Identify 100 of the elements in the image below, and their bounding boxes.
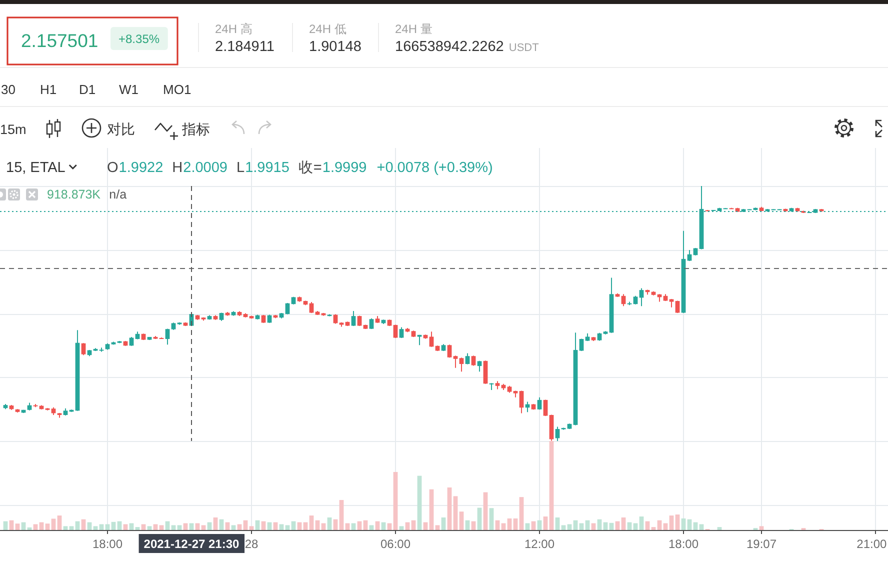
bar <box>201 525 206 530</box>
text: 30 <box>1 82 16 97</box>
bar <box>129 523 134 530</box>
bar <box>279 524 284 530</box>
bar <box>417 476 422 530</box>
bar <box>663 523 668 530</box>
bar <box>327 517 332 530</box>
bar <box>459 512 464 530</box>
bar <box>681 518 686 530</box>
text: USDT <box>508 42 540 54</box>
bar <box>99 524 104 530</box>
text: 24H 低 <box>309 22 346 36</box>
bar <box>513 518 518 530</box>
bar <box>447 487 452 530</box>
bar <box>63 526 68 530</box>
bar <box>213 517 218 530</box>
text: 2.0009 <box>183 160 228 176</box>
bar <box>33 524 38 530</box>
text: H <box>172 160 183 176</box>
bar <box>519 497 524 530</box>
bar <box>489 508 494 530</box>
text: 收= <box>298 160 322 176</box>
bar <box>483 492 488 530</box>
x-tick-label: 18:00 <box>92 537 123 551</box>
bar <box>429 489 434 530</box>
bar <box>249 526 254 530</box>
bar <box>135 527 140 530</box>
bar <box>153 524 158 530</box>
text: +8.35% <box>118 32 160 46</box>
x-tick-label: 21:00 <box>856 537 887 551</box>
bar <box>477 508 482 530</box>
annotation: 918.873K <box>47 188 102 202</box>
bar <box>147 526 152 530</box>
text: 对比 <box>107 121 135 137</box>
x-tick-label: 12:00 <box>524 537 555 551</box>
text: 2.184911 <box>215 39 274 55</box>
bar <box>567 524 572 530</box>
bar <box>93 526 98 530</box>
bar <box>393 472 398 530</box>
bar <box>339 500 344 530</box>
text: D1 <box>79 82 96 97</box>
bar <box>501 523 506 530</box>
bar <box>159 525 164 530</box>
annotation: n/a <box>109 188 127 202</box>
bar <box>699 524 704 530</box>
bar <box>507 518 512 530</box>
text: 1.90148 <box>309 39 362 55</box>
x-tick-label: 2021-12-27 21:30 <box>144 537 240 551</box>
bar <box>621 517 626 530</box>
text: 24H 量 <box>395 22 432 36</box>
bar <box>309 515 314 530</box>
bar <box>57 515 62 530</box>
bar <box>321 523 326 530</box>
bar <box>189 523 194 530</box>
text: +0.0078 (+0.39%) <box>376 160 493 176</box>
bar <box>195 523 200 530</box>
bar <box>669 515 674 530</box>
text: 指标 <box>181 121 210 137</box>
bar <box>105 524 110 530</box>
bar <box>555 517 560 530</box>
bar <box>69 526 74 530</box>
bar <box>285 525 290 530</box>
bar <box>123 524 128 530</box>
bar <box>111 522 116 530</box>
bar <box>183 523 188 530</box>
text: 2.157501 <box>21 30 98 51</box>
bar <box>549 441 554 530</box>
bar <box>237 524 242 530</box>
bar <box>399 526 404 530</box>
bar <box>369 525 374 530</box>
bar <box>717 527 722 530</box>
bar <box>561 525 566 530</box>
chart-title: 15, ETAL <box>6 160 66 176</box>
text: 1.9922 <box>118 160 164 176</box>
bar <box>651 527 656 530</box>
bar <box>171 525 176 530</box>
text: L <box>236 160 245 176</box>
bar <box>231 525 236 530</box>
bar <box>453 496 458 530</box>
text: 15m <box>0 122 26 137</box>
bar <box>441 517 446 530</box>
bar <box>579 523 584 530</box>
bar <box>51 518 56 530</box>
bar <box>759 526 764 530</box>
bar <box>525 523 530 530</box>
bar <box>15 524 20 530</box>
text: MO1 <box>163 82 192 97</box>
bar <box>543 516 548 530</box>
bar <box>435 525 440 530</box>
bar <box>591 523 596 530</box>
bar <box>609 522 614 530</box>
text: 166538942.2262 <box>395 39 504 55</box>
bar <box>387 523 392 530</box>
text: H1 <box>40 82 57 97</box>
bar <box>141 524 146 530</box>
bar <box>345 523 350 530</box>
text: 1.9915 <box>245 160 290 176</box>
text: 1.9999 <box>322 160 367 176</box>
bar <box>633 523 638 530</box>
x-tick-label: 18:00 <box>668 537 699 551</box>
